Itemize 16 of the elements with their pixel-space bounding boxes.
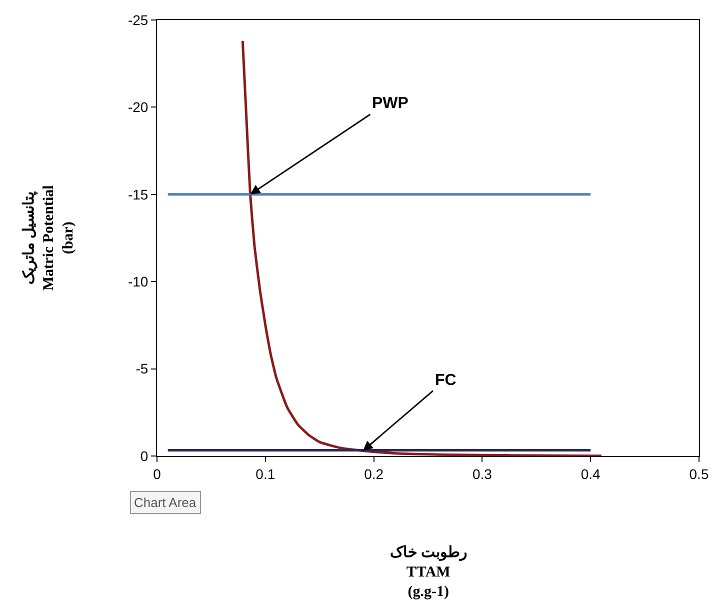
y-tick-label: -15: [128, 186, 148, 202]
x-tick-label: 0.4: [580, 466, 601, 482]
line-series: [241, 40, 603, 456]
x-tick-label: 0.2: [364, 466, 384, 482]
y-tick-label: -20: [128, 99, 148, 116]
x-tick-label: 0.5: [689, 466, 709, 482]
annotation: PWP: [372, 95, 409, 112]
y-tick-label: -10: [128, 274, 148, 290]
y-tick-label: 0: [140, 448, 148, 464]
x-tick-label: 0.3: [472, 466, 492, 482]
annotation: FC: [435, 372, 457, 389]
x-tick-label: 0.1: [256, 466, 276, 482]
text: Chart Area: [134, 495, 197, 510]
x-tick-label: 0: [153, 466, 162, 482]
y-tick-label: -5: [136, 360, 148, 377]
y-tick-label: -25: [128, 12, 148, 28]
